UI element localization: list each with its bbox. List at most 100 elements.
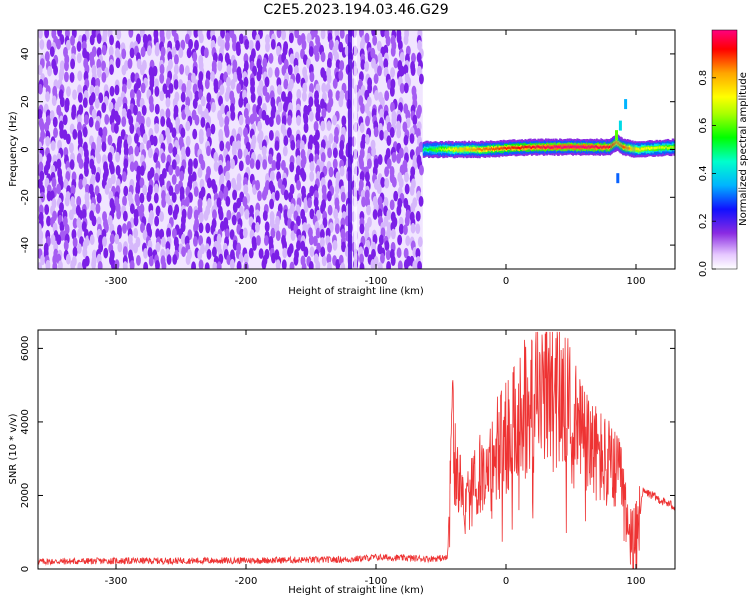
- signal-cell: [526, 145, 529, 149]
- signal-cell: [438, 147, 441, 150]
- snr-series-line: [38, 331, 675, 569]
- signal-cell: [642, 147, 645, 151]
- noise-cell: [341, 115, 347, 127]
- noise-cell: [320, 151, 326, 163]
- noise-cell: [38, 64, 43, 76]
- noise-cell: [184, 196, 190, 207]
- noise-cell: [231, 214, 237, 226]
- signal-cell: [489, 148, 492, 151]
- noise-cell: [293, 65, 299, 76]
- noise-cell: [341, 241, 346, 253]
- signal-cell: [475, 148, 478, 151]
- snr-x-axis-label: Height of straight line (km): [288, 585, 424, 596]
- noise-cell: [390, 101, 395, 113]
- signal-cell: [584, 146, 586, 149]
- spectrogram-y-ticks: -40 -20 0 20 40: [20, 48, 675, 253]
- colorbar-label: Normalized spectral amplitude: [738, 72, 749, 226]
- x-tick-label: -100: [365, 276, 388, 287]
- signal-cell: [586, 146, 589, 149]
- noise-cell: [287, 64, 293, 76]
- signal-cell: [525, 145, 528, 149]
- noise-cell: [114, 101, 120, 113]
- signal-cell: [460, 148, 463, 152]
- noise-cell: [389, 199, 395, 211]
- noise-cell: [403, 259, 409, 269]
- noise-cell: [175, 166, 181, 177]
- noise-cell: [322, 217, 328, 229]
- noise-cell: [275, 114, 281, 126]
- noise-cell: [77, 70, 83, 82]
- noise-cell: [114, 84, 120, 96]
- colorbar-tick-label: 0.6: [698, 118, 709, 134]
- noise-cell: [70, 58, 76, 70]
- noise-cell: [91, 258, 97, 269]
- noise-cell: [242, 196, 248, 207]
- noise-cell: [148, 255, 154, 267]
- noise-cell: [220, 30, 225, 39]
- noise-cell: [89, 234, 95, 246]
- noise-cell: [255, 159, 261, 171]
- signal-cell: [563, 145, 566, 149]
- noise-cell: [43, 164, 49, 176]
- noise-cell: [249, 113, 255, 125]
- noise-cell: [158, 133, 164, 145]
- noise-cell: [139, 203, 145, 215]
- signal-cell: [577, 145, 580, 148]
- noise-cell: [302, 82, 308, 94]
- signal-cell: [469, 147, 472, 151]
- signal-cell: [424, 147, 427, 151]
- noise-cell: [396, 205, 402, 216]
- noise-cell: [364, 32, 370, 44]
- noise-cell: [403, 64, 409, 76]
- noise-cell: [339, 139, 345, 151]
- noise-cell: [129, 203, 135, 215]
- noise-cell: [52, 261, 58, 269]
- noise-cell: [109, 34, 114, 46]
- noise-cell: [225, 170, 230, 182]
- signal-cell: [462, 147, 465, 153]
- noise-cell: [281, 65, 287, 76]
- noise-cell: [51, 95, 57, 107]
- noise-cell: [391, 152, 397, 163]
- signal-cell: [663, 146, 667, 150]
- noise-cell: [237, 148, 243, 160]
- signal-cell: [529, 146, 532, 149]
- noise-cell: [308, 46, 314, 57]
- noise-cell: [226, 254, 232, 266]
- noise-cell: [145, 116, 151, 128]
- noise-cell: [399, 52, 405, 63]
- signal-cell: [448, 147, 451, 150]
- noise-cell: [332, 114, 337, 126]
- noise-cell: [194, 114, 200, 126]
- y-tick-label: 0: [20, 146, 31, 152]
- snr-y-axis-label: SNR (10 * v/v): [8, 413, 19, 484]
- noise-cell: [198, 133, 204, 145]
- noise-cell: [147, 247, 153, 258]
- noise-cell: [308, 96, 314, 108]
- noise-cell: [391, 176, 397, 188]
- noise-cell: [289, 261, 295, 269]
- noise-cell: [88, 95, 94, 106]
- noise-cell: [338, 96, 344, 108]
- noise-cell: [46, 39, 52, 51]
- noise-cell: [175, 39, 181, 51]
- noise-cell: [399, 83, 405, 94]
- signal-cell: [512, 146, 515, 150]
- signal-cell: [551, 146, 554, 149]
- noise-cell: [102, 236, 107, 247]
- noise-cell: [268, 53, 274, 64]
- noise-cell: [393, 190, 399, 202]
- noise-cell: [104, 114, 110, 125]
- noise-cell: [45, 91, 51, 102]
- signal-cell: [601, 146, 604, 149]
- noise-cell: [107, 134, 113, 146]
- noise-cell: [107, 152, 113, 163]
- noise-cell: [58, 70, 64, 82]
- noise-cell: [203, 210, 209, 221]
- signal-cell: [589, 146, 592, 149]
- noise-cell: [380, 252, 385, 264]
- signal-cell: [554, 145, 557, 149]
- noise-cell: [191, 72, 196, 84]
